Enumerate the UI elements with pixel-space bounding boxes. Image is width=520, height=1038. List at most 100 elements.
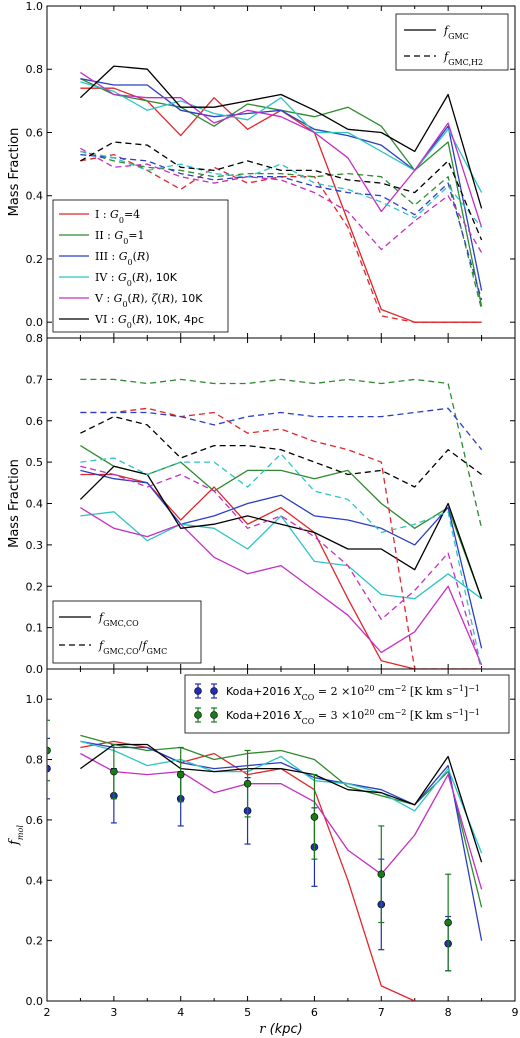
legend-marker	[210, 687, 218, 695]
y-axis-label: Mass Fraction	[7, 459, 22, 548]
y-tick-label: 0.6	[26, 415, 44, 428]
x-tick-label: 4	[177, 1006, 184, 1019]
text-part: VI :	[94, 313, 118, 326]
text-part: )	[145, 250, 149, 263]
series-line-dashed-model-2	[80, 150, 483, 310]
text-part: X	[293, 685, 303, 698]
text-part: GMC	[448, 32, 469, 41]
series-line-dashed-model-2	[80, 378, 483, 529]
text-part: G	[119, 250, 128, 263]
series-line-dashed-model-6	[80, 141, 483, 241]
data-point-koda-1	[47, 764, 51, 773]
text-part: , 10K	[174, 292, 203, 305]
panel-middle: 0.0 0.1 0.2 0.3 0.4 0.5 0.6 0.7 0.8 Mass Fraction…	[7, 332, 516, 676]
series-line-dashed-model-5	[80, 465, 483, 669]
y-axis-label: Mass Fraction	[7, 128, 22, 217]
y-tick-label: 0.0	[26, 995, 44, 1008]
y-tick-label: 0.0	[26, 663, 44, 676]
text-part: (	[132, 271, 136, 284]
text-part: 0	[123, 237, 128, 246]
data-point-koda-2	[310, 813, 319, 821]
y-tick-label: 0.3	[26, 539, 44, 552]
series-line-dashed-model-5	[80, 147, 483, 253]
text-part: CO	[302, 693, 315, 702]
y-tick-label: 0.1	[26, 622, 44, 635]
text-part: R	[135, 271, 144, 284]
x-tick-label: 7	[378, 1006, 385, 1019]
text-part: f	[443, 50, 450, 63]
text-part: = 2 ×10	[314, 685, 364, 698]
text-part: f	[98, 611, 105, 624]
text-part: G	[114, 292, 123, 305]
text-part: R	[131, 292, 140, 305]
text-part: 0	[128, 258, 133, 267]
y-tick-label: 0.4	[26, 874, 44, 887]
legend-label-model-3: III : G0(R)	[95, 250, 150, 267]
text-part: −1	[468, 708, 480, 717]
text-part: =4	[124, 208, 140, 221]
series-line-solid-model-5	[80, 71, 483, 228]
text-part: III :	[95, 250, 119, 263]
data-point-koda-2	[110, 767, 118, 776]
text-part: f	[7, 838, 22, 846]
legend-label-koda-2: Koda+2016 XCO = 3 ×1020 cm−2 [K km s−1]−…	[226, 708, 480, 726]
series-line-solid-model-2	[80, 734, 483, 908]
y-tick-label: 0.2	[26, 580, 44, 593]
y-tick-label: 0.8	[26, 332, 44, 345]
text-part: (	[132, 313, 136, 326]
text-part: I :	[95, 208, 110, 221]
x-tick-label: 2	[44, 1006, 51, 1019]
data-point-koda-2	[377, 870, 386, 879]
y-tick-label: 0.2	[26, 253, 44, 266]
series-line-dashed-model-3	[80, 407, 483, 451]
legend-box	[184, 674, 510, 734]
x-tick-label: 5	[244, 1006, 251, 1019]
y-tick-label: 0.7	[26, 373, 44, 386]
series-line-solid-model-6	[79, 65, 483, 209]
text-part: 0	[127, 279, 132, 288]
y-tick-label: 0.0	[26, 316, 44, 329]
series-line-solid-model-5	[80, 752, 483, 890]
text-part: )	[144, 271, 148, 284]
text-part: −1	[452, 708, 464, 717]
panel-bottom: 0.0 0.2 0.4 0.6 0.8 1.0 fmol 2 3 4 5 6 7 8 9 r (kpc) Kod…	[7, 668, 519, 1037]
legend-label-model-5: V : G0(R), ζ(R), 10K	[94, 292, 203, 309]
text-part: r	[259, 1022, 266, 1037]
text-part: (	[157, 292, 161, 305]
y-tick-label: 0.8	[26, 754, 44, 767]
text-part: −2	[395, 684, 407, 693]
text-part: 20	[364, 684, 374, 693]
legend-label-model-4: IV : G0(R), 10K	[95, 271, 178, 288]
text-part: f	[141, 639, 148, 652]
text-part: cm	[374, 709, 395, 722]
text-part: X	[293, 709, 303, 722]
series-line-dashed-model-4	[80, 150, 483, 228]
text-part: /	[139, 639, 143, 652]
text-part: (kpc)	[266, 1022, 303, 1037]
x-tick-label: 8	[445, 1006, 452, 1019]
text-part: Koda+2016	[226, 685, 294, 698]
text-part: CO	[302, 717, 315, 726]
text-part: ]	[464, 709, 468, 722]
series-line-solid-model-3	[80, 740, 483, 941]
legend-label: fGMC,CO/fGMC	[98, 639, 167, 656]
text-part: )	[170, 292, 174, 305]
text-part: R	[135, 313, 144, 326]
legend-box	[52, 199, 229, 333]
text-part: G	[114, 229, 123, 242]
y-axis-label: fmol	[7, 825, 25, 846]
text-part: =1	[128, 229, 144, 242]
x-tick-label: 9	[512, 1006, 519, 1019]
text-part: II :	[95, 229, 114, 242]
text-part: [K km s	[406, 685, 452, 698]
series-line-solid-model-5	[80, 507, 483, 666]
text-part: 0	[119, 216, 124, 225]
data-point-koda-2	[176, 770, 185, 779]
x-tick-label: 6	[311, 1006, 318, 1019]
data-point-koda-2	[444, 918, 452, 927]
legend-label: fGMC,H2	[443, 50, 483, 67]
text-part: R	[136, 250, 145, 263]
text-part: GMC,H2	[448, 58, 483, 67]
y-tick-label: 0.6	[26, 814, 44, 827]
